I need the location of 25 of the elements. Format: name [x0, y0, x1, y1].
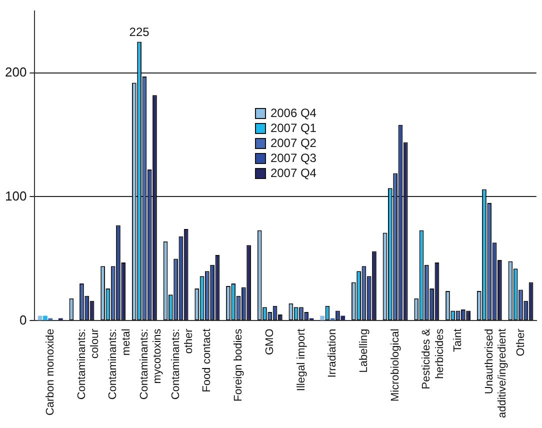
legend-label: 2007 Q4	[270, 166, 316, 181]
bar	[38, 316, 42, 320]
legend-label: 2007 Q2	[270, 136, 316, 151]
x-tick-label: Carbon monoxide	[44, 328, 56, 416]
x-tick-label: Irradiation	[326, 328, 339, 378]
x-tick-label: Food contact	[201, 328, 214, 392]
x-tick-label: GMO	[264, 328, 276, 355]
x-tick-label: Microbiological	[389, 328, 402, 402]
bar	[340, 316, 346, 320]
x-tick-label: Foreign bodies	[232, 328, 245, 402]
y-tick-label: 100	[4, 188, 27, 204]
bar	[43, 316, 48, 320]
x-tick-label: Labelling	[358, 328, 370, 373]
y-tick-label: 0	[19, 312, 27, 328]
bar	[320, 316, 324, 320]
x-tick-label: Pesticides & herbicides	[420, 328, 446, 390]
legend-label: 2006 Q4	[270, 106, 316, 121]
x-tick-label: Contaminants: colour	[76, 328, 101, 400]
legend-label: 2007 Q3	[270, 150, 316, 166]
x-tick-label: Taint	[452, 328, 464, 352]
y-tick-label: 200	[4, 64, 27, 80]
x-tick-label: Illegal import	[295, 328, 308, 392]
data-label: 225	[129, 25, 150, 40]
legend-label: 2007 Q1	[270, 120, 316, 136]
x-tick-label: Other	[514, 328, 527, 356]
